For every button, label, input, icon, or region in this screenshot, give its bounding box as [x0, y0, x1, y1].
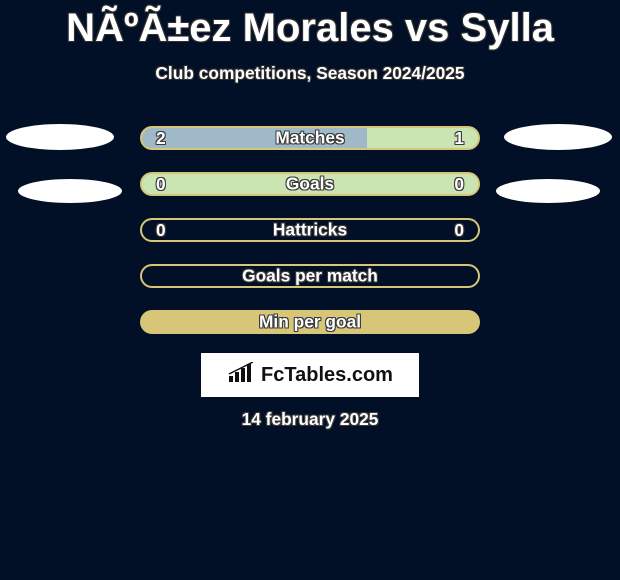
player-left-ellipse-1 [6, 124, 114, 150]
stat-value-right: 0 [454, 220, 464, 241]
brand-box: FcTables.com [201, 353, 419, 397]
stat-bar-left: 0 [140, 172, 310, 196]
stat-value-left: 0 [156, 220, 166, 241]
comparison-infographic: NÃºÃ±ez Morales vs Sylla Club competitio… [0, 0, 620, 580]
stat-row: 2 1 Matches [140, 126, 480, 150]
player-right-ellipse-2 [496, 179, 600, 203]
stat-value-left: 2 [156, 128, 166, 149]
stat-row: Goals per match [140, 264, 480, 288]
stat-bar-right: 0 [310, 172, 480, 196]
player-left-ellipse-2 [18, 179, 122, 203]
stat-value-right: 0 [454, 174, 464, 195]
stat-row: 0 0 Hattricks [140, 218, 480, 242]
brand-text: FcTables.com [261, 364, 393, 387]
stat-bar-right: 1 [367, 126, 480, 150]
stat-label: Min per goal [259, 312, 361, 333]
stat-label: Matches [275, 128, 344, 149]
page-subtitle: Club competitions, Season 2024/2025 [0, 63, 620, 84]
stat-row: Min per goal [140, 310, 480, 334]
stat-label: Goals [286, 174, 334, 195]
page-title: NÃºÃ±ez Morales vs Sylla [0, 6, 620, 50]
stat-label: Hattricks [273, 220, 347, 241]
stat-value-right: 1 [454, 128, 464, 149]
brand-logo-icon [227, 362, 255, 389]
stat-value-left: 0 [156, 174, 166, 195]
stat-row: 0 0 Goals [140, 172, 480, 196]
player-right-ellipse-1 [504, 124, 612, 150]
stat-label: Goals per match [242, 266, 378, 287]
footer-date: 14 february 2025 [0, 409, 620, 430]
